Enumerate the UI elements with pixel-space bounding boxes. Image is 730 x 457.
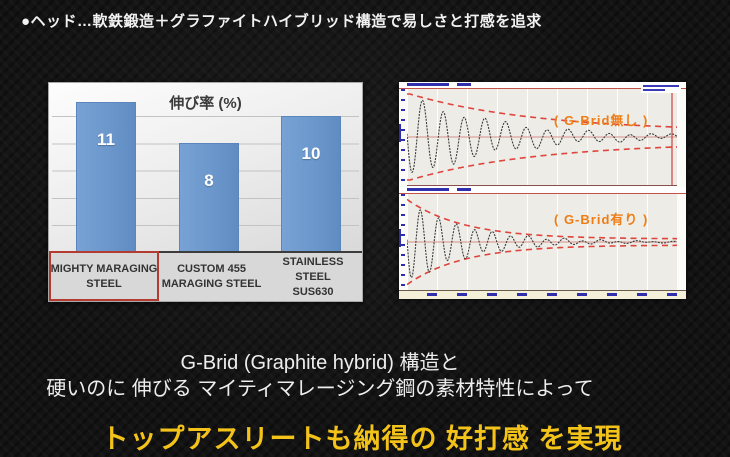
bar-chart-panel: 伸び率 (%) 11 8 10 MIGHTY MARAGING STEEL CU… <box>48 82 363 302</box>
header-caption-smudge <box>457 188 471 191</box>
header-text: ●ヘッド…軟鉄鍛造＋グラファイトハイブリッド構造で易しさと打感を追求 <box>21 13 542 30</box>
bar-custom-455 <box>179 142 239 252</box>
category-cell: MIGHTY MARAGING STEEL <box>49 253 159 301</box>
category-label: MIGHTY MARAGING <box>50 263 158 275</box>
highlight-box <box>49 251 159 301</box>
bar-chart-title: 伸び率 (%) <box>169 95 242 112</box>
caption-line-1: G-Brid (Graphite hybrid) 構造と <box>180 352 460 374</box>
caption-block: G-Brid (Graphite hybrid) 構造と 硬いのに 伸びる マイ… <box>0 350 640 402</box>
category-label-strip: MIGHTY MARAGING STEEL CUSTOM 455 MARAGIN… <box>49 253 362 301</box>
category-cell: CUSTOM 455 MARAGING STEEL <box>159 253 264 301</box>
category-label: MARAGING STEEL <box>161 278 262 290</box>
bar-mighty-maraging <box>76 102 136 252</box>
vibration-waveform <box>407 99 677 173</box>
decay-envelope-upper <box>407 198 677 240</box>
waveform-svg <box>407 89 677 185</box>
vibration-panel: ( G-Brid無し ) ( G-Brid有り ) <box>399 82 686 299</box>
decay-envelope-lower <box>407 146 677 181</box>
waveform-svg <box>407 198 677 286</box>
header-caption-smudge <box>407 83 449 86</box>
bar-stainless-sus630 <box>281 115 341 252</box>
category-label: STAINLESS STEEL <box>282 255 344 283</box>
plot-area <box>407 194 677 291</box>
measurement-annotation <box>641 83 681 93</box>
chart-label-without-gbrid: ( G-Brid無し ) <box>554 113 649 128</box>
bar-value-label: 11 <box>97 130 115 149</box>
chart-header-strip <box>399 82 686 89</box>
bar-value-label: 8 <box>204 170 214 190</box>
header-caption-smudge <box>457 83 471 86</box>
vibration-chart-without-gbrid: ( G-Brid無し ) <box>399 82 686 187</box>
chart-label-with-gbrid: ( G-Brid有り ) <box>554 212 649 227</box>
header-caption-smudge <box>407 188 449 191</box>
y-axis-title-smudge <box>399 124 401 142</box>
chart-header-strip <box>399 187 686 194</box>
decay-envelope-upper <box>407 93 677 128</box>
bar-value-label: 10 <box>301 143 321 163</box>
vibration-chart-with-gbrid: ( G-Brid有り ) <box>399 187 686 299</box>
decay-envelope-lower <box>407 244 677 286</box>
category-label: CUSTOM 455 <box>177 263 246 275</box>
highlight-caption: トップアスリートも納得の 好打感 を実現 <box>101 424 623 454</box>
y-axis-ticks <box>400 194 406 290</box>
category-label: STEEL <box>86 278 122 290</box>
x-axis-tick-labels <box>407 293 677 296</box>
plot-area <box>407 89 677 186</box>
y-axis-ticks <box>400 89 406 185</box>
x-axis-line <box>49 251 362 253</box>
y-axis-title-smudge <box>399 229 401 247</box>
category-cell: STAINLESS STEEL SUS630 <box>264 253 362 301</box>
x-axis-strip <box>399 290 686 299</box>
caption-line-2: 硬いのに 伸びる マイティマレージング鋼の素材特性によって <box>46 378 594 400</box>
category-label: SUS630 <box>292 285 334 298</box>
